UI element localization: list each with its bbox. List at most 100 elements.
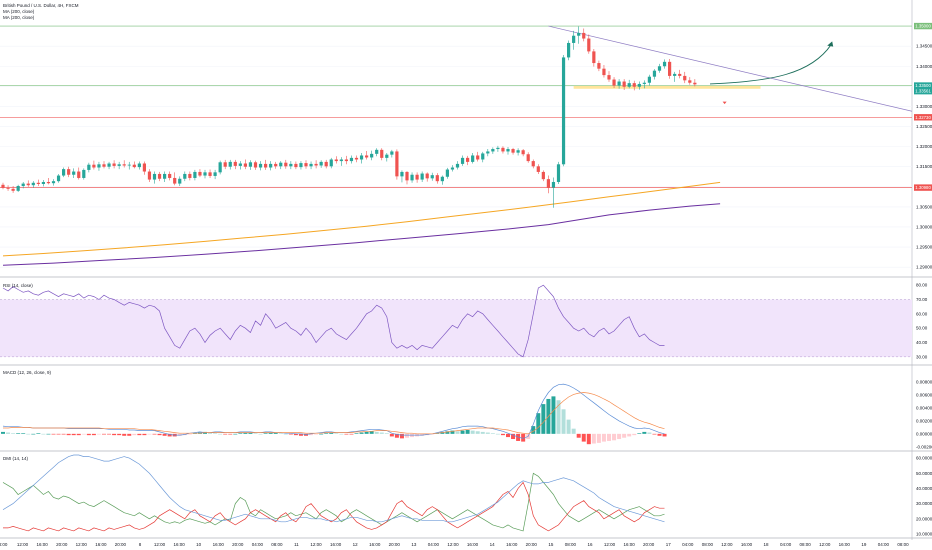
macd-histogram-bar — [460, 430, 465, 434]
rsi-tick-label: 80.00 — [916, 283, 928, 288]
macd-histogram-bar — [298, 433, 303, 436]
candle-body — [1, 184, 5, 188]
macd-histogram-bar — [561, 409, 566, 434]
time-axis: 8:00 12:00 16:00 20:00 12:00 16:00 20:00 8 12:00… — [0, 542, 909, 547]
candle-body — [642, 82, 646, 84]
dmi-pane-label: DMI (14, 14) — [3, 456, 29, 461]
macd-tick-label: 0.00200 — [916, 418, 932, 423]
candle-body — [359, 155, 364, 160]
time-tick-label: 16:00 — [467, 542, 479, 547]
macd-histogram-bar — [329, 432, 334, 434]
macd-histogram-bar — [96, 433, 101, 435]
candle-body — [41, 181, 45, 184]
candle-body — [693, 82, 697, 85]
candle-body — [450, 167, 455, 170]
macd-histogram-bar — [76, 433, 81, 436]
time-tick-label: 16:00 — [623, 542, 635, 547]
macd-histogram-bar — [91, 433, 96, 436]
candle-body — [662, 61, 667, 67]
candle-body — [112, 163, 116, 166]
macd-histogram-bar — [112, 433, 117, 436]
candle-body — [354, 157, 359, 160]
macd-tick-label: 0.00400 — [916, 406, 932, 411]
time-tick-label: 20:00 — [56, 542, 68, 547]
macd-histogram-bar — [71, 433, 76, 436]
rsi-pane — [0, 284, 912, 358]
candle-body — [486, 151, 490, 154]
time-tick-label: 08:00 — [800, 542, 812, 547]
macd-histogram-bar — [566, 419, 571, 434]
macd-histogram-bar — [662, 433, 667, 437]
candle-body — [506, 149, 510, 152]
candle-body — [46, 181, 51, 184]
macd-histogram-bar — [596, 433, 601, 443]
macd-signal-line — [3, 392, 665, 435]
candle-body — [460, 157, 465, 164]
time-tick-label: 15 — [548, 542, 554, 547]
candle-body — [289, 163, 293, 167]
candle-body — [142, 163, 146, 172]
macd-histogram-bar — [344, 433, 349, 435]
price-tick-label: 1.32000 — [916, 144, 932, 149]
candle-body — [92, 164, 96, 168]
macd-histogram-bar — [253, 433, 258, 434]
time-tick-label: 12:00 — [154, 542, 166, 547]
macd-histogram-bar — [455, 431, 460, 434]
candle-body — [213, 172, 217, 176]
macd-histogram-bar — [21, 433, 26, 434]
macd-histogram-bar — [612, 433, 617, 441]
time-tick-label: 16 — [587, 542, 593, 547]
macd-histogram-bar — [622, 433, 627, 438]
candle-body — [617, 81, 621, 86]
macd-histogram-bar — [445, 431, 450, 434]
macd-histogram-bar — [228, 433, 233, 435]
candle-body — [546, 179, 550, 188]
macd-histogram-bar — [36, 433, 41, 434]
macd-histogram-bar — [369, 431, 374, 434]
candle-body — [107, 163, 111, 167]
candle-body — [622, 81, 626, 87]
time-tick-label: 12:00 — [447, 542, 459, 547]
time-tick-label: 8 — [139, 542, 142, 547]
candle-body — [152, 173, 157, 180]
price-tick-label: 1.33000 — [916, 104, 932, 109]
candle-body — [536, 166, 540, 172]
candle-body — [97, 164, 101, 168]
candle-body — [587, 38, 591, 52]
time-tick-label: 16:00 — [213, 542, 225, 547]
candle-body — [380, 149, 384, 158]
macd-histogram-bar — [450, 430, 455, 434]
candle-body — [193, 171, 197, 178]
macd-histogram-bar — [157, 433, 162, 436]
macd-histogram-bar — [511, 433, 516, 440]
candle-body — [137, 163, 141, 168]
time-tick-label: 04:00 — [780, 542, 792, 547]
macd-histogram-bar — [273, 432, 278, 434]
macd-histogram-bar — [288, 433, 293, 435]
time-tick-label: 12:00 — [76, 542, 88, 547]
candle-body — [324, 161, 328, 167]
price-tick-label: 1.34500 — [916, 44, 932, 49]
candle-body — [67, 169, 71, 175]
candle-body — [188, 173, 192, 178]
candle-body — [56, 175, 61, 182]
candle-body — [420, 173, 424, 180]
candle-body — [501, 147, 505, 152]
candle-body — [425, 173, 429, 179]
candle-body — [223, 162, 227, 167]
candle-body — [122, 164, 126, 166]
candle-body — [294, 163, 298, 168]
macd-histogram-bar — [490, 433, 495, 434]
macd-histogram-bar — [31, 433, 36, 435]
macd-histogram-bar — [268, 432, 273, 434]
macd-histogram-bar — [551, 396, 556, 434]
chart-legend: British Pound / U.S. Dollar, 4H, FXCM MA… — [3, 3, 79, 21]
macd-histogram-bar — [324, 433, 329, 434]
candle-body — [51, 181, 56, 184]
candle-body — [147, 171, 152, 180]
macd-histogram-bar — [359, 432, 364, 434]
time-tick-label: 8:00 — [0, 542, 8, 547]
dmi-tick-label: 10.0000 — [916, 531, 932, 536]
time-tick-label: 20:00 — [643, 542, 655, 547]
time-tick-label: 04:00 — [682, 542, 694, 547]
